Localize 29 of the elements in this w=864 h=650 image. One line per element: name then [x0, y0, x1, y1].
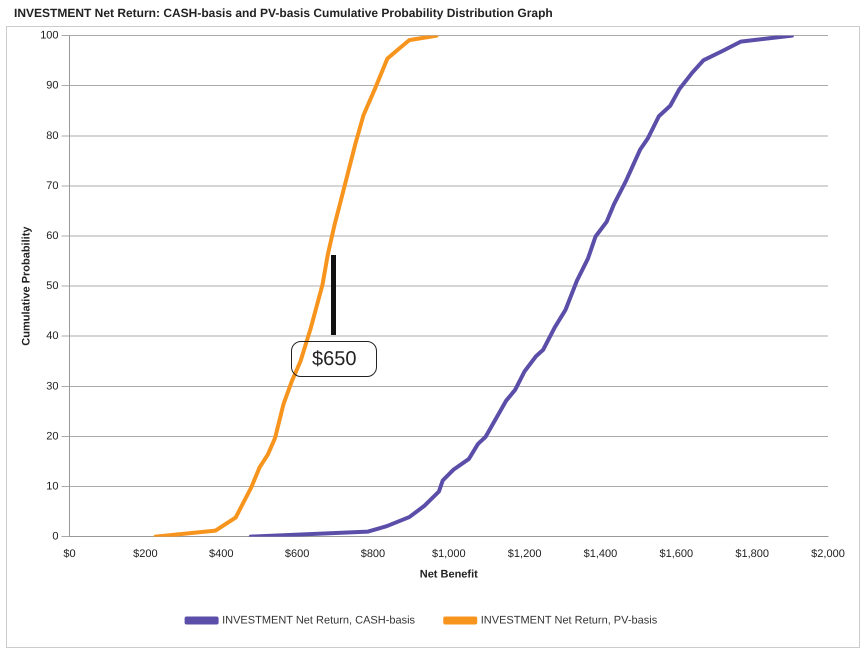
y-tick-label: 50 [46, 280, 59, 292]
y-tick-label: 10 [46, 480, 59, 493]
x-tick-label: $2,000 [811, 548, 845, 560]
y-tick-label: 100 [40, 30, 59, 42]
x-tick-label: $600 [284, 548, 310, 560]
y-tick-label: 0 [52, 530, 59, 543]
x-tick-label: $1,200 [508, 548, 542, 560]
x-axis-title: Net Benefit [420, 568, 478, 580]
legend-label: INVESTMENT Net Return, PV-basis [480, 614, 658, 627]
y-tick-label: 90 [46, 80, 59, 92]
chart-title: INVESTMENT Net Return: CASH-basis and PV-basis Cumulative Probability Distribution Graph [14, 6, 553, 20]
y-tick-label: 70 [46, 180, 59, 192]
x-tick-label: $0 [63, 548, 76, 560]
legend-label: INVESTMENT Net Return, CASH-basis [222, 614, 416, 627]
x-tick-label: $1,800 [735, 548, 769, 560]
y-tick-label: 40 [46, 330, 59, 342]
y-tick-label: 30 [46, 380, 59, 392]
x-tick-label: $400 [209, 548, 234, 560]
annotation: $650 [291, 340, 378, 377]
x-tick-label: $800 [360, 548, 386, 560]
x-tick-label: $1,400 [584, 548, 618, 560]
y-tick-label: 60 [46, 230, 59, 242]
y-tick-label: 80 [46, 130, 59, 142]
x-tick-label: $1,600 [659, 548, 694, 560]
x-tick-label: $1,000 [432, 548, 466, 560]
y-tick-label: 20 [46, 430, 59, 442]
y-axis-title: Cumulative Probability [20, 226, 33, 346]
x-tick-label: $200 [133, 548, 158, 560]
callout: $650 [291, 254, 378, 377]
